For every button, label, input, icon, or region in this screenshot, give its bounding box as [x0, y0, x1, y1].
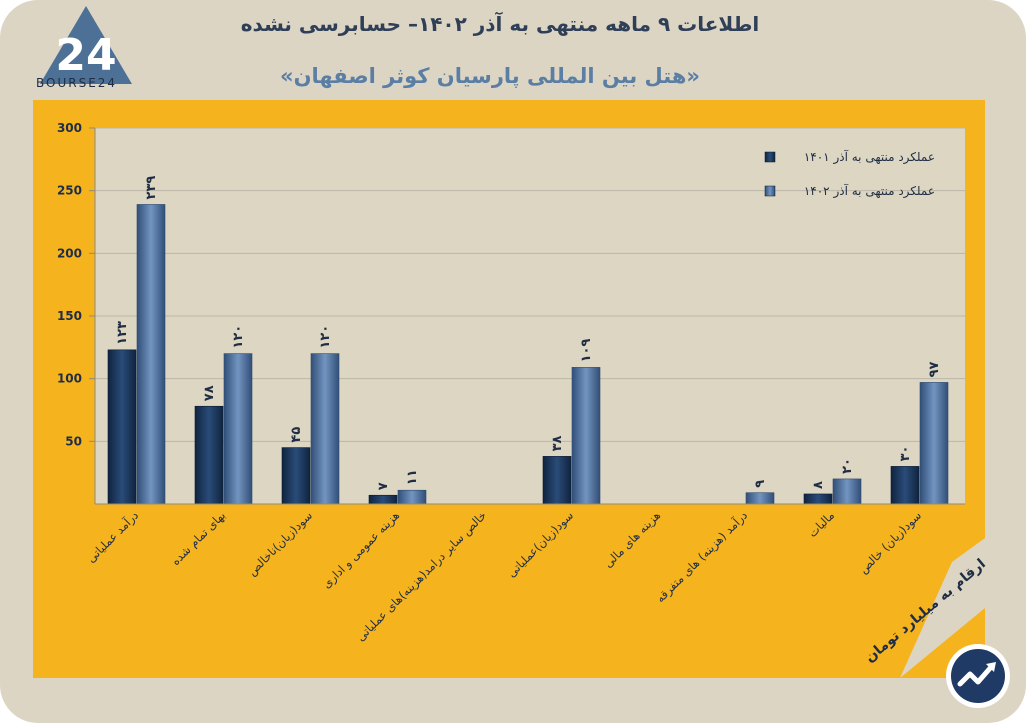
x-tick-label: هزینه های مالی — [601, 508, 664, 571]
bar-1402 — [919, 382, 949, 505]
chart-subtitle: «هتل بین المللی پارسیان کوثر اصفهان» — [280, 64, 700, 88]
data-label: ۳۸ — [550, 435, 565, 451]
note-tab — [900, 538, 985, 678]
data-label: ۲۳۹ — [144, 176, 159, 200]
x-tick-label: درآمد عملیاتی — [84, 508, 142, 566]
data-label: ۹ — [753, 480, 768, 488]
data-label: ۹۷ — [927, 361, 942, 377]
bar-1401 — [542, 456, 572, 505]
legend-label: عملکرد منتهی به آذر ۱۴۰۱ — [804, 149, 935, 165]
y-tick-label: 50 — [65, 434, 82, 448]
x-tick-label: هزینه عمومی و اداری — [319, 508, 402, 591]
x-tick-label: بهای تمام شده — [168, 508, 228, 568]
bar-1401 — [107, 349, 137, 505]
legend-label: عملکرد منتهی به آذر ۱۴۰۲ — [804, 183, 935, 199]
legend-swatch — [764, 185, 776, 197]
data-label: ۳۰ — [898, 446, 913, 462]
data-label: ۸ — [811, 481, 826, 489]
logo-mark: 24 — [55, 30, 116, 81]
bar-1401 — [281, 447, 311, 505]
bar-1401 — [890, 466, 920, 505]
trend-badge — [946, 644, 1010, 708]
y-tick-label: 200 — [57, 246, 82, 260]
data-label: ۱۲۳ — [115, 321, 130, 345]
data-label: ۱۲۰ — [318, 325, 333, 349]
y-tick-label: 100 — [57, 372, 82, 386]
bar-1402 — [745, 492, 775, 505]
data-label: ۴۵ — [289, 427, 304, 443]
bar-1402 — [136, 204, 166, 505]
x-tick-label: مالیات — [805, 508, 837, 540]
x-tick-label: سود(زیان) خالص — [856, 508, 925, 577]
x-tick-label: سود(زیان)عملیاتی — [504, 508, 576, 580]
data-label: ۲۰ — [840, 458, 855, 474]
bar-1401 — [368, 494, 398, 505]
data-label: ۷ — [376, 482, 391, 490]
bar-1402 — [310, 353, 340, 505]
data-label: ۱۲۰ — [231, 325, 246, 349]
chart-title: اطلاعات ۹ ماهه منتهی به آذر ۱۴۰۲– حسابرس… — [240, 12, 760, 36]
trend-up-icon — [951, 649, 1005, 703]
data-label: ۷۸ — [202, 385, 217, 401]
brand-name: BOURSE24 — [36, 76, 118, 90]
bar-1401 — [803, 493, 833, 505]
bar-1402 — [832, 478, 862, 505]
data-label: ۱۰۹ — [579, 339, 594, 363]
bar-1402 — [223, 353, 253, 505]
bar-1401 — [194, 405, 224, 505]
bar-1402 — [571, 367, 601, 505]
y-tick-label: 150 — [57, 309, 82, 323]
bourse24-logo-icon: 24 — [40, 6, 132, 84]
y-tick-label: 300 — [57, 121, 82, 135]
x-tick-label: سود(زیان)ناخالص — [245, 508, 316, 579]
legend-swatch — [764, 151, 776, 163]
bar-1402 — [397, 489, 427, 505]
y-tick-label: 250 — [57, 184, 82, 198]
x-tick-label: درآمد (هزینه) های متفرقه — [653, 508, 751, 606]
data-label: ۱۱ — [405, 469, 420, 485]
